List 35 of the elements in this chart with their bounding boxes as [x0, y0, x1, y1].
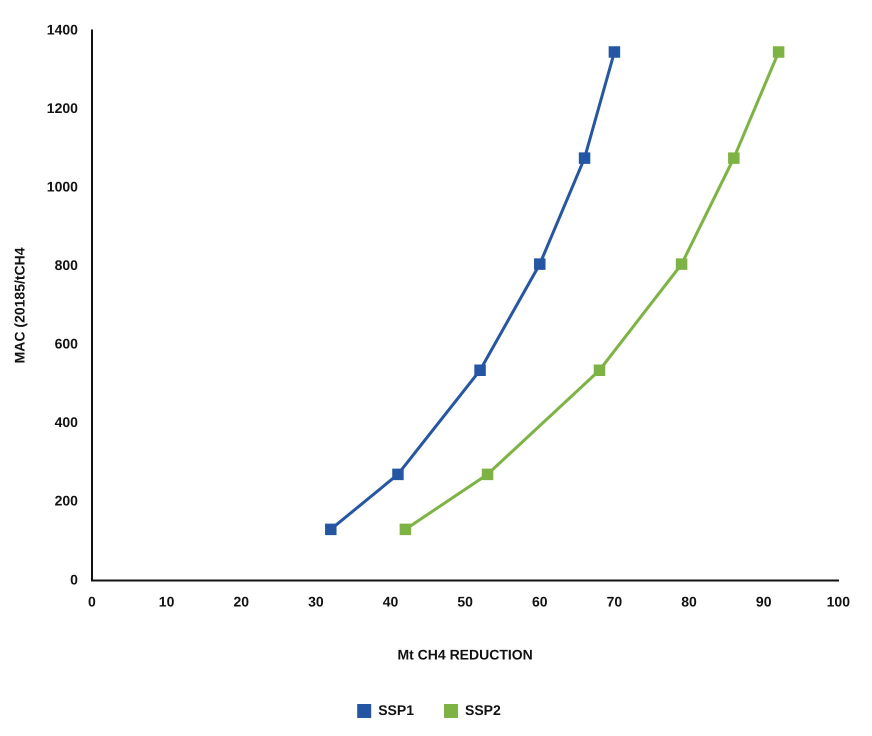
point [392, 468, 404, 480]
point [676, 258, 688, 270]
x-tick-label: 100 [826, 594, 850, 610]
x-tick-label: 80 [681, 594, 698, 610]
point [594, 364, 606, 376]
point [578, 152, 590, 164]
point [400, 524, 412, 536]
point [474, 364, 486, 376]
y-tick-label: 1200 [46, 100, 78, 116]
y-tick-label: 1400 [46, 21, 78, 38]
x-tick-label: 20 [233, 594, 250, 610]
x-tick-label: 10 [158, 594, 175, 610]
x-tick-label: 30 [308, 594, 324, 610]
x-axis-title: Mt CH4 REDUCTION [397, 646, 533, 662]
legend-label: SSP2 [465, 702, 502, 718]
x-tick-label: 40 [382, 594, 398, 610]
y-tick-label: 0 [70, 571, 78, 588]
y-tick-label: 1000 [46, 178, 78, 194]
x-tick-label: 50 [457, 594, 474, 610]
x-tick-label: 70 [606, 594, 622, 610]
point [534, 258, 546, 270]
point [325, 524, 337, 536]
x-tick-label: 60 [532, 594, 548, 610]
y-tick-label: 600 [54, 336, 78, 352]
point [728, 152, 740, 164]
y-tick-label: 400 [54, 414, 78, 430]
point [772, 46, 784, 58]
legend-label: SSP1 [378, 702, 414, 718]
y-tick-label: 200 [54, 492, 78, 509]
point [482, 468, 494, 480]
y-tick-label: 800 [54, 256, 78, 273]
x-tick-label: 90 [756, 594, 772, 610]
x-tick-label: 0 [88, 594, 96, 610]
point [608, 46, 620, 58]
y-axis-title: MAC (20185/tCH4 [11, 247, 28, 364]
